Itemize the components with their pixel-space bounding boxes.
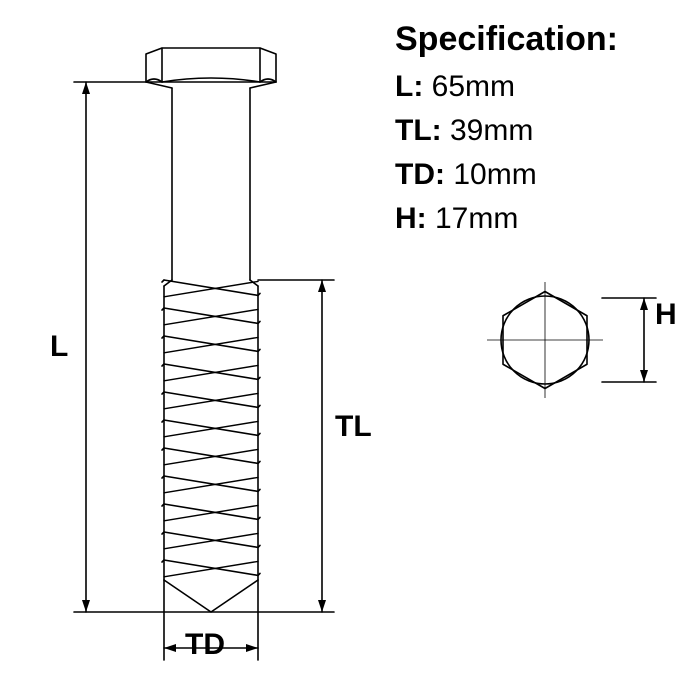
technical-drawing	[0, 0, 700, 700]
figure-canvas: { "spec": { "title": "Specification:", "…	[0, 0, 700, 700]
